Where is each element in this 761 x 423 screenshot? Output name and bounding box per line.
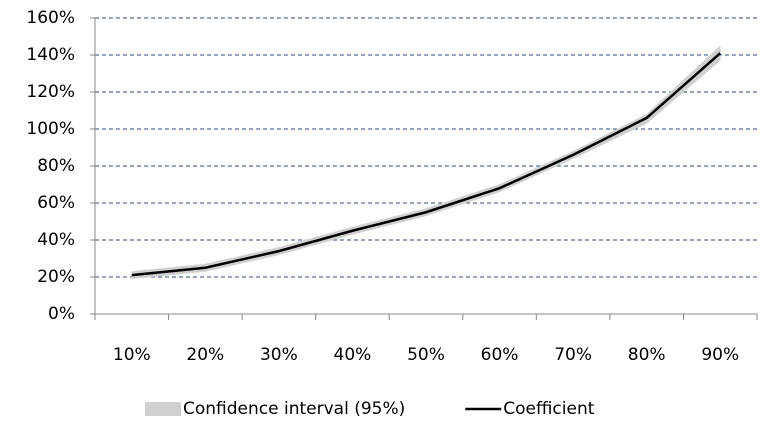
legend-swatch (145, 402, 181, 416)
x-tick-label: 70% (554, 345, 592, 365)
legend-label: Confidence interval (95%) (183, 399, 405, 419)
y-tick-label: 20% (37, 267, 75, 287)
x-tick-label: 60% (481, 345, 519, 365)
x-tick-label: 30% (260, 345, 298, 365)
x-tick-label: 20% (186, 345, 224, 365)
y-tick-label: 60% (37, 193, 75, 213)
x-tick-label: 10% (113, 345, 151, 365)
x-tick-label: 80% (628, 345, 666, 365)
y-tick-label: 100% (26, 119, 75, 139)
coefficient-line (131, 52, 722, 277)
x-tick-label: 40% (334, 345, 372, 365)
y-tick-label: 40% (37, 230, 75, 250)
y-tick-label: 120% (26, 82, 75, 102)
legend-label: Coefficient (503, 399, 594, 419)
y-tick-label: 80% (37, 156, 75, 176)
x-tick-label: 50% (407, 345, 445, 365)
y-tick-label: 0% (48, 304, 75, 324)
y-tick-label: 160% (26, 8, 75, 28)
x-tick-label: 90% (701, 345, 739, 365)
y-tick-label: 140% (26, 45, 75, 65)
